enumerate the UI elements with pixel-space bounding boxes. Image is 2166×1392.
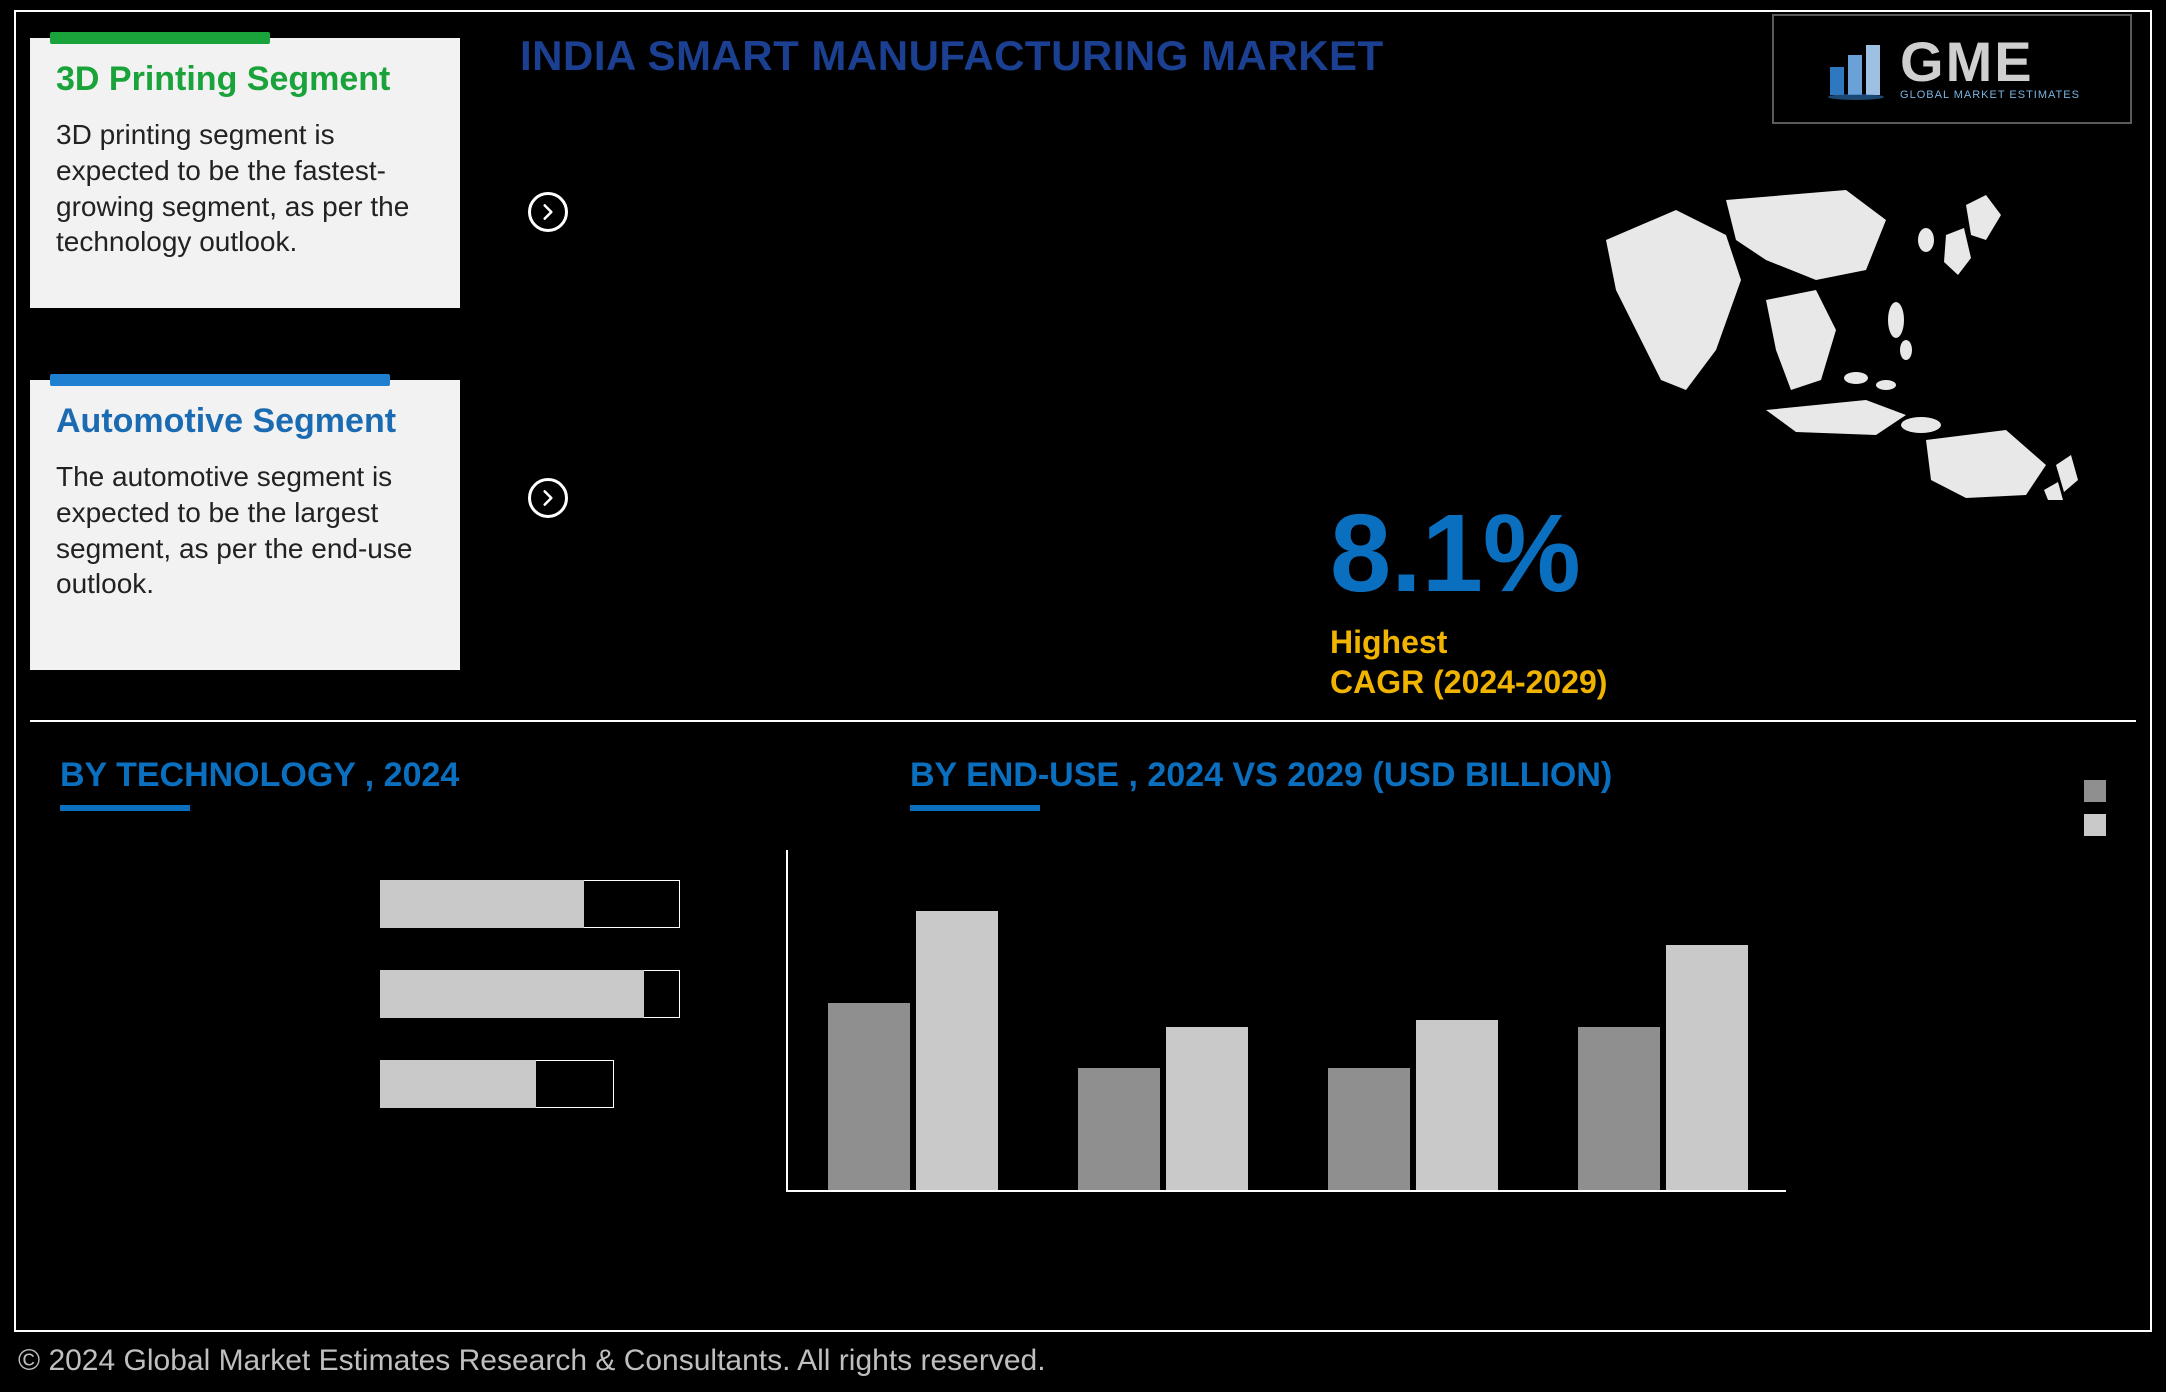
x-axis (786, 1190, 1786, 1192)
segment-card-3d-printing: 3D Printing Segment 3D printing segment … (30, 38, 460, 308)
legend-item (2084, 780, 2106, 802)
page-title: INDIA SMART MANUFACTURING MARKET (520, 32, 1384, 80)
legend-swatch (2084, 780, 2106, 802)
bar-2024 (1078, 1068, 1160, 1190)
chevron-right-icon (528, 192, 568, 232)
cagr-label-line1: Highest (1330, 624, 1447, 660)
tech-bar-row (380, 880, 680, 928)
logo-subtext: GLOBAL MARKET ESTIMATES (1900, 89, 2080, 101)
card-accent (50, 374, 390, 386)
bar-2029 (1666, 945, 1748, 1190)
copyright-text: © 2024 Global Market Estimates Research … (18, 1344, 1046, 1378)
tech-bar-fill (380, 1060, 536, 1108)
asia-pacific-map-icon (1566, 180, 2086, 500)
y-axis (786, 850, 788, 1190)
enduse-bar-chart (780, 850, 1790, 1230)
tech-bar-fill (380, 880, 584, 928)
tech-bar-row (380, 970, 680, 1018)
tech-bar-fill (380, 970, 644, 1018)
bar-2029 (1166, 1027, 1248, 1190)
card-body: The automotive segment is expected to be… (56, 459, 434, 602)
section-title-text: BY TECHNOLOGY , 2024 (60, 756, 459, 794)
cagr-label: Highest CAGR (2024-2029) (1330, 622, 1607, 702)
card-title: Automotive Segment (56, 402, 434, 441)
legend-item (2084, 814, 2106, 836)
logo-mark-icon (1824, 37, 1888, 101)
bar-2024 (1328, 1068, 1410, 1190)
section-underline (910, 805, 1040, 811)
bar-2029 (916, 911, 998, 1190)
chevron-right-icon (528, 478, 568, 518)
logo-text: GME (1900, 37, 2080, 87)
bar-2024 (828, 1003, 910, 1190)
bar-2029 (1416, 1020, 1498, 1190)
card-accent (50, 32, 270, 44)
section-title-enduse: BY END-USE , 2024 VS 2029 (USD BILLION) (910, 756, 1612, 811)
section-title-text: BY END-USE , 2024 VS 2029 (USD BILLION) (910, 756, 1612, 794)
bar-2024 (1578, 1027, 1660, 1190)
segment-card-automotive: Automotive Segment The automotive segmen… (30, 380, 460, 670)
logo: GME GLOBAL MARKET ESTIMATES (1772, 14, 2132, 124)
card-body: 3D printing segment is expected to be th… (56, 117, 434, 260)
legend-swatch (2084, 814, 2106, 836)
cagr-value: 8.1% (1330, 490, 1581, 617)
horizontal-divider (30, 720, 2136, 722)
tech-bar-row (380, 1060, 680, 1108)
section-title-technology: BY TECHNOLOGY , 2024 (60, 756, 459, 811)
cagr-label-line2: CAGR (2024-2029) (1330, 664, 1607, 700)
card-title: 3D Printing Segment (56, 60, 434, 99)
section-underline (60, 805, 190, 811)
chart-legend (2084, 780, 2106, 848)
technology-bar-chart (380, 880, 680, 1150)
